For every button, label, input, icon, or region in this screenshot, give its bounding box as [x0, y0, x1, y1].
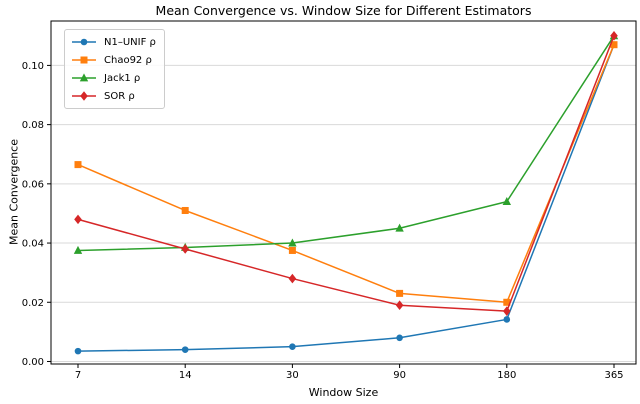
legend-swatch-triangle-up-icon [72, 73, 96, 82]
data-point-jack1-180 [502, 197, 511, 206]
y-tick-label: 0.00 [22, 357, 44, 368]
data-point-chao92-90 [396, 289, 404, 297]
data-point-sor-7 [74, 214, 82, 225]
data-point-jack1-7 [73, 245, 83, 254]
y-tick-label: 0.02 [22, 298, 44, 309]
data-point-chao92-7 [74, 161, 82, 169]
x-tick-label: 7 [75, 370, 81, 381]
data-point-n1-unif-180 [503, 316, 511, 323]
data-point-chao92-14 [181, 206, 189, 214]
data-point-jack1-90 [395, 223, 404, 232]
data-point-sor-90 [395, 300, 404, 311]
x-tick-label: 180 [497, 370, 516, 381]
y-tick-label: 0.08 [22, 120, 44, 131]
y-tick-label: 0.04 [22, 239, 44, 250]
x-tick-label: 14 [179, 370, 192, 381]
data-point-sor-30 [288, 273, 297, 284]
x-tick-label: 90 [393, 370, 406, 381]
legend-label: N1–UNIF ρ [104, 36, 156, 48]
y-tick-label: 0.06 [22, 179, 44, 190]
data-point-n1-unif-30 [289, 343, 296, 350]
legend-item-jack1: Jack1 ρ [71, 69, 156, 87]
data-point-jack1-30 [288, 238, 297, 247]
series-line-jack1 [77, 35, 615, 252]
data-point-n1-unif-14 [181, 346, 189, 353]
x-axis-label: Window Size [308, 386, 379, 399]
legend-label: SOR ρ [104, 90, 135, 102]
chart-title: Mean Convergence vs. Window Size for Dif… [155, 3, 532, 18]
series-line-sor [77, 35, 615, 312]
legend-item-sor: SOR ρ [71, 87, 156, 105]
data-point-n1-unif-7 [74, 347, 82, 355]
data-point-chao92-365 [610, 41, 618, 49]
series-line-n1-unif [77, 44, 615, 352]
data-point-chao92-30 [288, 246, 296, 254]
legend-item-n1-unif: N1–UNIF ρ [71, 33, 156, 51]
axes-frame [50, 20, 637, 365]
series-line-chao92 [77, 44, 615, 304]
legend-swatch-square-icon [72, 56, 96, 64]
data-point-n1-unif-90 [396, 334, 403, 342]
y-tick-label: 0.10 [22, 61, 44, 72]
legend-swatch-diamond-icon [72, 91, 96, 101]
legend: N1–UNIF ρ Chao92 ρ Jack1 ρ SOR ρ [64, 29, 165, 109]
legend-label: Jack1 ρ [104, 72, 141, 84]
legend-item-chao92: Chao92 ρ [71, 51, 156, 69]
data-point-sor-180 [503, 306, 511, 316]
data-point-sor-365 [610, 31, 618, 41]
legend-swatch-circle-icon [72, 38, 96, 46]
legend-label: Chao92 ρ [104, 54, 152, 66]
data-point-chao92-180 [503, 298, 511, 306]
x-tick-label: 30 [286, 370, 299, 381]
data-point-sor-14 [181, 244, 189, 254]
x-tick-label: 365 [604, 370, 623, 381]
